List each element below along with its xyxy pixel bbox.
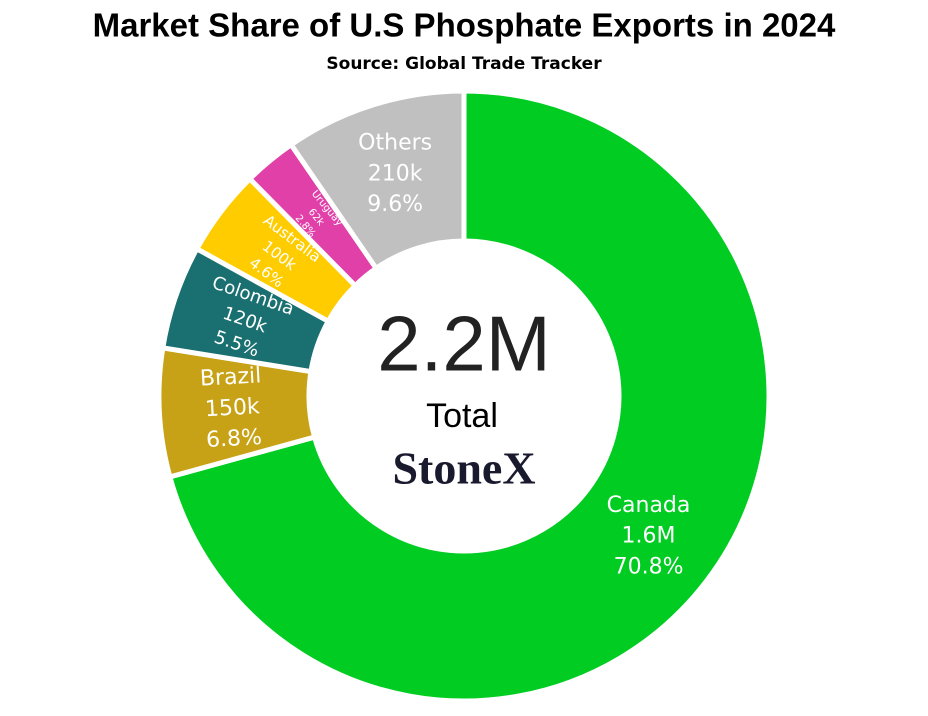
value-label: 6.8% bbox=[205, 425, 262, 453]
chart-subtitle: Source: Global Trade Tracker bbox=[326, 54, 602, 74]
category-label: Brazil bbox=[199, 363, 262, 391]
amount-label: 150k bbox=[204, 394, 260, 422]
slice-label: Canada 1.6M 70.8% bbox=[607, 493, 691, 580]
slice-label: Brazil 150k 6.8% bbox=[199, 363, 262, 453]
amount-label: 1.6M bbox=[622, 524, 676, 549]
value-label: 9.6% bbox=[367, 192, 423, 217]
center-total: 2.2M bbox=[377, 300, 550, 388]
chart-title: Market Share of U.S Phosphate Exports in… bbox=[93, 7, 836, 44]
logo: StoneX bbox=[392, 443, 535, 494]
center-caption: Total bbox=[426, 397, 498, 435]
category-label: Canada bbox=[607, 493, 691, 518]
amount-label: 210k bbox=[368, 161, 423, 186]
donut: Canada1.6M70.8%Brazil150k6.8%Colombia120… bbox=[156, 88, 772, 704]
category-label: Others bbox=[358, 131, 432, 156]
slice-label: Others 210k 9.6% bbox=[358, 131, 432, 218]
slice bbox=[166, 88, 772, 704]
value-label: 70.8% bbox=[614, 554, 684, 579]
slice bbox=[287, 88, 467, 272]
